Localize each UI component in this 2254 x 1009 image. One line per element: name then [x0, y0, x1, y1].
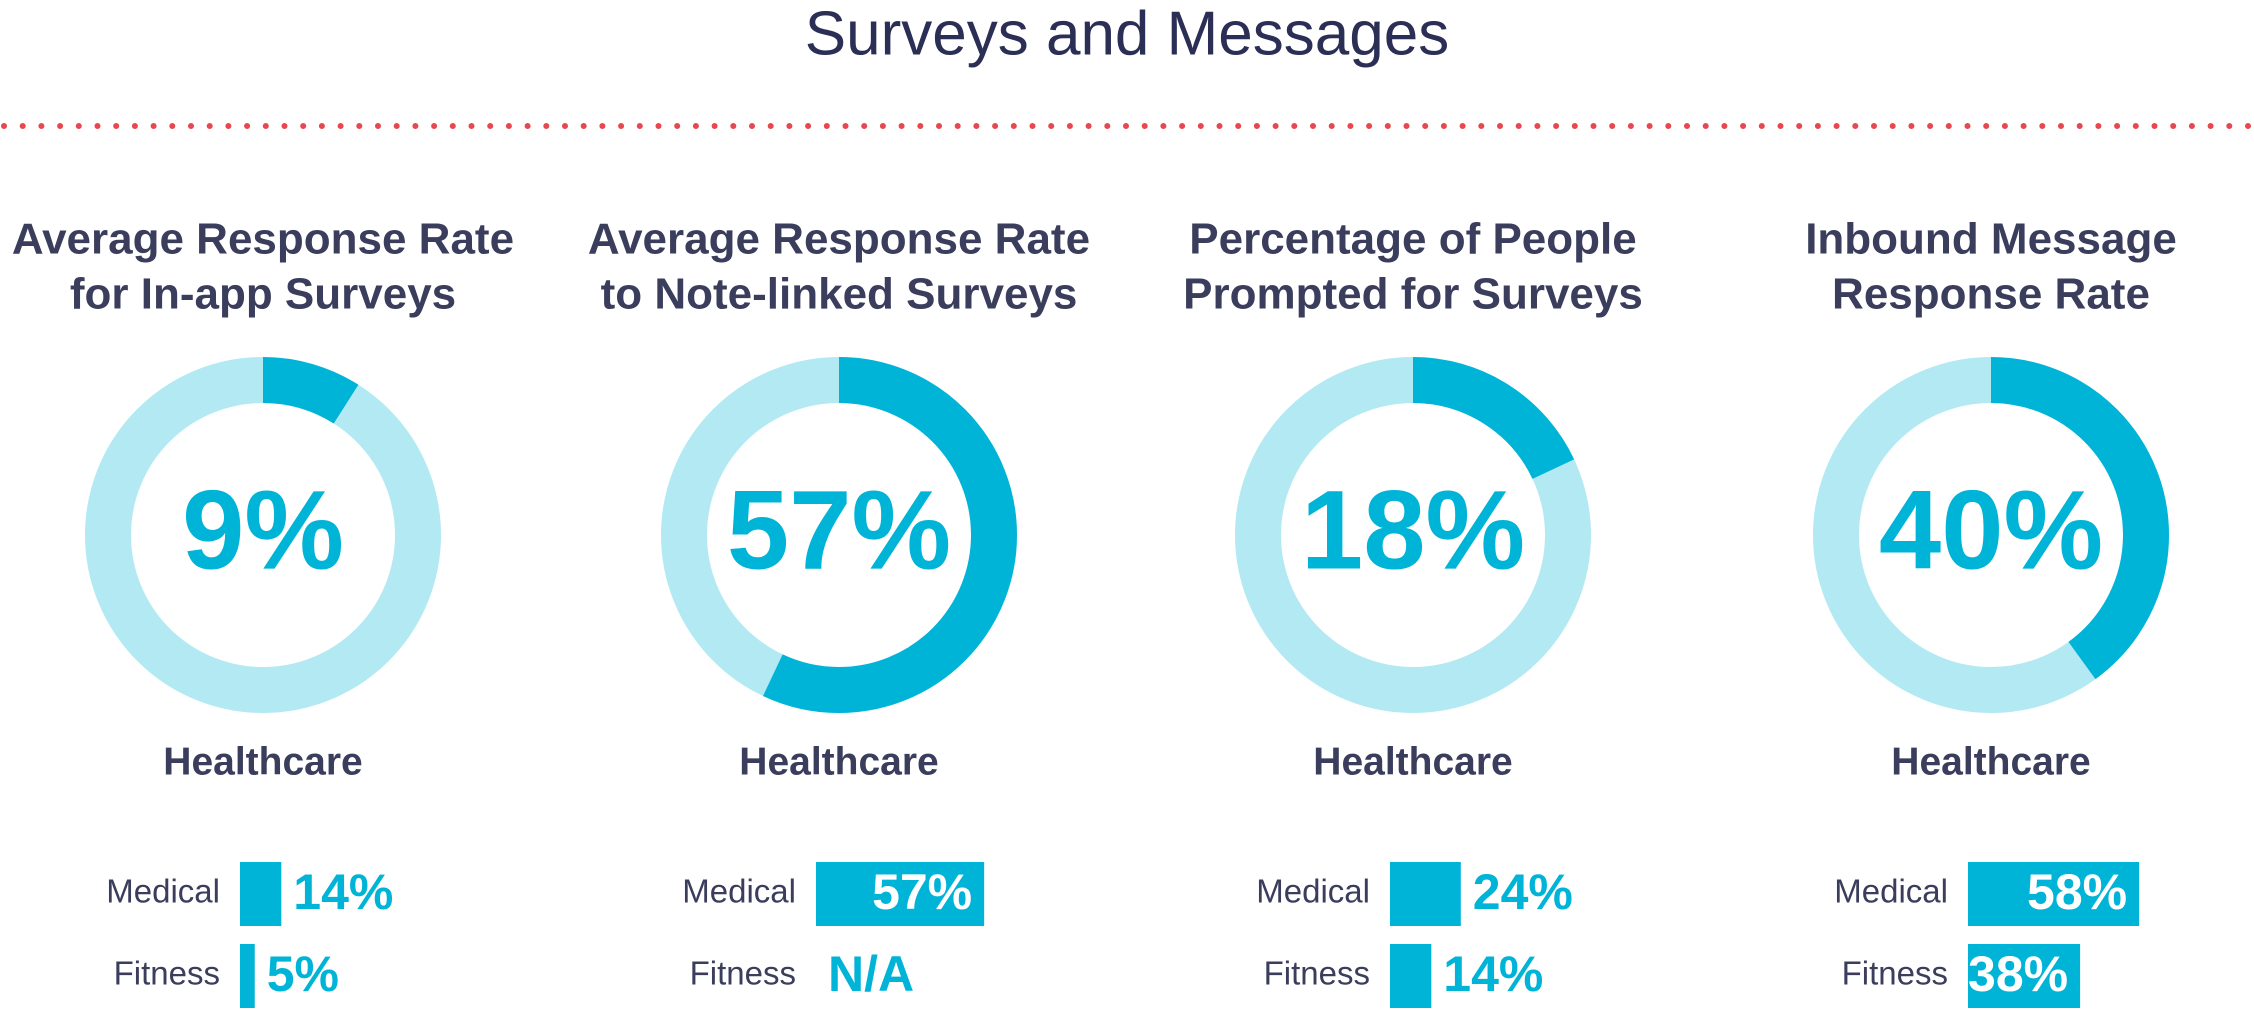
bar [240, 944, 255, 1008]
bar-value-label: 14% [293, 864, 393, 920]
bar-value-label: 38% [1968, 946, 2068, 1002]
donut-value-label: 18% [1301, 468, 1525, 593]
panel-title: to Note-linked Surveys [601, 270, 1078, 319]
donut-value-label: 9% [182, 468, 344, 593]
donut-value-label: 57% [727, 468, 951, 593]
bar-value-label: 5% [267, 946, 339, 1002]
bar [1390, 944, 1432, 1008]
bar-category: Medical [1834, 873, 1948, 910]
panel-title: Average Response Rate [12, 215, 514, 264]
donut-arc [85, 357, 441, 713]
bar-category: Medical [1256, 873, 1370, 910]
donut-arc [1235, 357, 1591, 713]
bar-value-label: 57% [872, 864, 972, 920]
panel-title: Percentage of People [1189, 215, 1636, 264]
bar-value-label: 14% [1443, 946, 1543, 1002]
bar-category: Fitness [114, 955, 220, 992]
bar-category: Fitness [1264, 955, 1370, 992]
panel-title: Average Response Rate [588, 215, 1090, 264]
bar [1390, 862, 1461, 926]
panel-subtitle: Healthcare [739, 740, 938, 783]
donut-value-label: 40% [1879, 468, 2103, 593]
bar [816, 862, 985, 926]
panel-title: Prompted for Surveys [1183, 270, 1643, 319]
bar-value-label: 58% [2027, 864, 2127, 920]
panel-title: for In-app Surveys [70, 270, 456, 319]
panel-title: Inbound Message [1805, 215, 2177, 264]
page-title: Surveys and Messages [805, 0, 1449, 68]
panel-subtitle: Healthcare [1313, 740, 1512, 783]
bar-value-label: N/A [828, 946, 914, 1002]
bar [1968, 862, 2140, 926]
bar-value-label: 24% [1473, 864, 1573, 920]
bar-category: Medical [682, 873, 796, 910]
donut-arc [1813, 357, 2169, 713]
donut-arc [661, 357, 1017, 713]
bar [1968, 944, 2081, 1008]
panel-subtitle: Healthcare [163, 740, 362, 783]
panel-title: Response Rate [1832, 270, 2150, 319]
panel-subtitle: Healthcare [1891, 740, 2090, 783]
bar [240, 862, 282, 926]
bar-category: Fitness [690, 955, 796, 992]
bar-category: Medical [106, 873, 220, 910]
bar-category: Fitness [1842, 955, 1948, 992]
